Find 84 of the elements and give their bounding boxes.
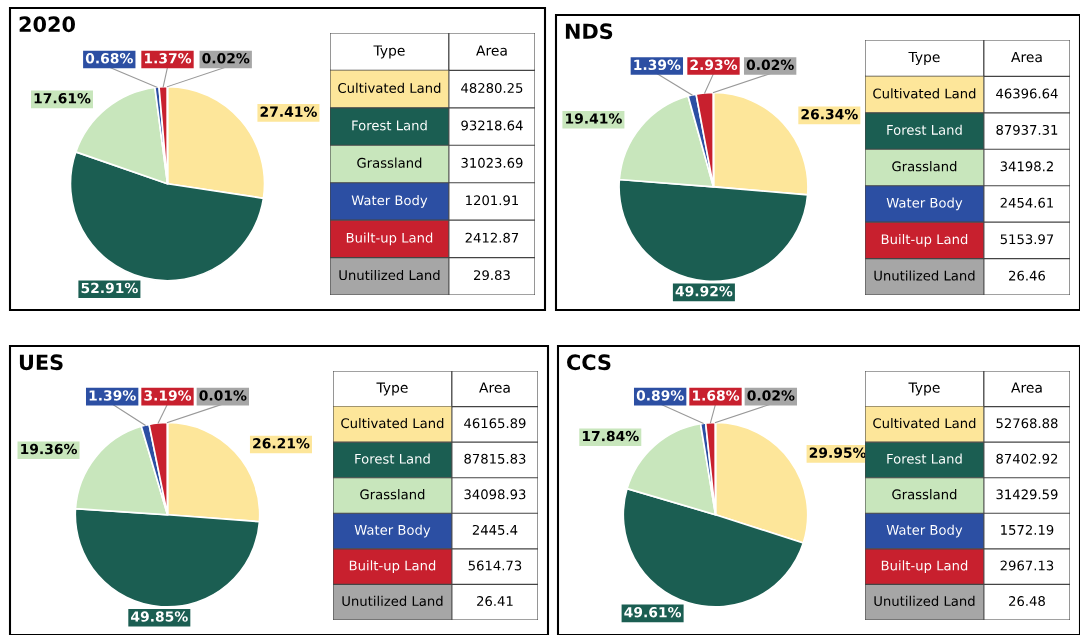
- data-label: 46165.89: [464, 418, 526, 429]
- category-label: Grassland: [360, 489, 425, 500]
- data-label: 26.34%: [801, 108, 858, 120]
- data-label: 34198.2: [1000, 161, 1053, 172]
- data-label: 26.41: [477, 596, 513, 607]
- data-label: 2.93%: [690, 59, 738, 71]
- category-label: Unutilized Land: [874, 270, 975, 281]
- category-label: Unutilized Land: [342, 595, 443, 607]
- text: Type: [908, 382, 940, 396]
- data-label: 93218.64: [461, 120, 523, 131]
- data-label: 1.68%: [692, 390, 740, 401]
- category-label: Water Body: [351, 195, 428, 208]
- category-label: Cultivated Land: [873, 417, 976, 429]
- data-label: 3.19%: [144, 390, 192, 401]
- category-label: Water Body: [886, 524, 963, 538]
- data-label: 2412.87: [465, 232, 519, 243]
- data-label: 46396.64: [996, 88, 1058, 99]
- data-label: 1.39%: [89, 390, 136, 401]
- text: Area: [1011, 382, 1042, 393]
- data-label: 52.91%: [81, 282, 138, 294]
- data-label: 34098.93: [464, 489, 526, 500]
- chart-title: 2020: [19, 16, 75, 33]
- data-label: 19.36%: [21, 443, 78, 455]
- category-label: Built-up Land: [346, 232, 433, 246]
- data-label: 2967.13: [1000, 560, 1054, 571]
- data-label: 26.48: [1009, 596, 1045, 607]
- chart-title: NDS: [565, 23, 613, 40]
- data-label: 0.02%: [746, 59, 794, 71]
- text: Area: [1011, 51, 1042, 63]
- data-label: 0.02%: [202, 53, 250, 64]
- data-label: 87815.83: [464, 453, 526, 464]
- category-label: Grassland: [892, 489, 957, 500]
- text: Area: [479, 382, 510, 393]
- category-label: Built-up Land: [881, 233, 968, 247]
- category-label: Unutilized Land: [339, 269, 440, 281]
- category-label: Built-up Land: [881, 560, 968, 574]
- data-label: 0.02%: [747, 390, 795, 401]
- category-label: Water Body: [354, 524, 431, 538]
- data-label: 1.39%: [634, 59, 681, 71]
- category-label: Unutilized Land: [874, 595, 975, 607]
- data-label: 1572.19: [1001, 524, 1054, 535]
- data-label: 1.37%: [144, 53, 192, 64]
- data-label: 29.83: [474, 270, 510, 281]
- data-label: 0.89%: [636, 390, 684, 401]
- data-label: 49.85%: [131, 611, 188, 622]
- data-label: 49.61%: [624, 606, 682, 618]
- text: Type: [908, 51, 940, 65]
- chart-title: UES: [19, 354, 63, 371]
- data-label: 5614.73: [468, 560, 522, 571]
- data-label: 49.92%: [675, 285, 733, 297]
- data-label: 17.84%: [582, 430, 639, 442]
- text: Type: [376, 382, 408, 396]
- text: Area: [476, 45, 507, 56]
- data-label: 31429.59: [996, 489, 1058, 500]
- data-label: 26.46: [1009, 270, 1046, 281]
- category-label: Cultivated Land: [338, 82, 441, 93]
- data-label: 87402.92: [996, 453, 1058, 464]
- data-label: 17.61%: [34, 92, 91, 104]
- category-label: Water Body: [886, 197, 963, 211]
- data-label: 1201.91: [466, 195, 519, 206]
- data-label: 0.68%: [85, 53, 133, 64]
- data-label: 87937.31: [996, 124, 1058, 135]
- data-label: 0.01%: [199, 390, 247, 401]
- category-label: Forest Land: [887, 124, 962, 135]
- category-label: Forest Land: [352, 120, 427, 131]
- category-label: Forest Land: [887, 453, 962, 464]
- chart-title: CCS: [567, 354, 611, 371]
- category-label: Grassland: [357, 157, 422, 168]
- text: Type: [373, 45, 405, 59]
- data-label: 48280.25: [461, 82, 523, 93]
- category-label: Built-up Land: [349, 560, 436, 574]
- data-label: 5153.97: [1000, 234, 1054, 245]
- data-label: 29.95%: [809, 447, 867, 458]
- data-label: 26.21%: [253, 438, 310, 449]
- data-label: 27.41%: [260, 106, 317, 117]
- category-label: Forest Land: [355, 453, 430, 464]
- data-label: 2445.4: [472, 524, 518, 535]
- data-label: 31023.69: [461, 157, 523, 168]
- category-label: Cultivated Land: [873, 88, 976, 99]
- category-label: Cultivated Land: [341, 417, 444, 429]
- data-label: 2454.61: [1000, 197, 1054, 208]
- data-label: 52768.88: [996, 418, 1058, 429]
- data-label: 19.41%: [566, 113, 622, 124]
- category-label: Grassland: [892, 161, 957, 172]
